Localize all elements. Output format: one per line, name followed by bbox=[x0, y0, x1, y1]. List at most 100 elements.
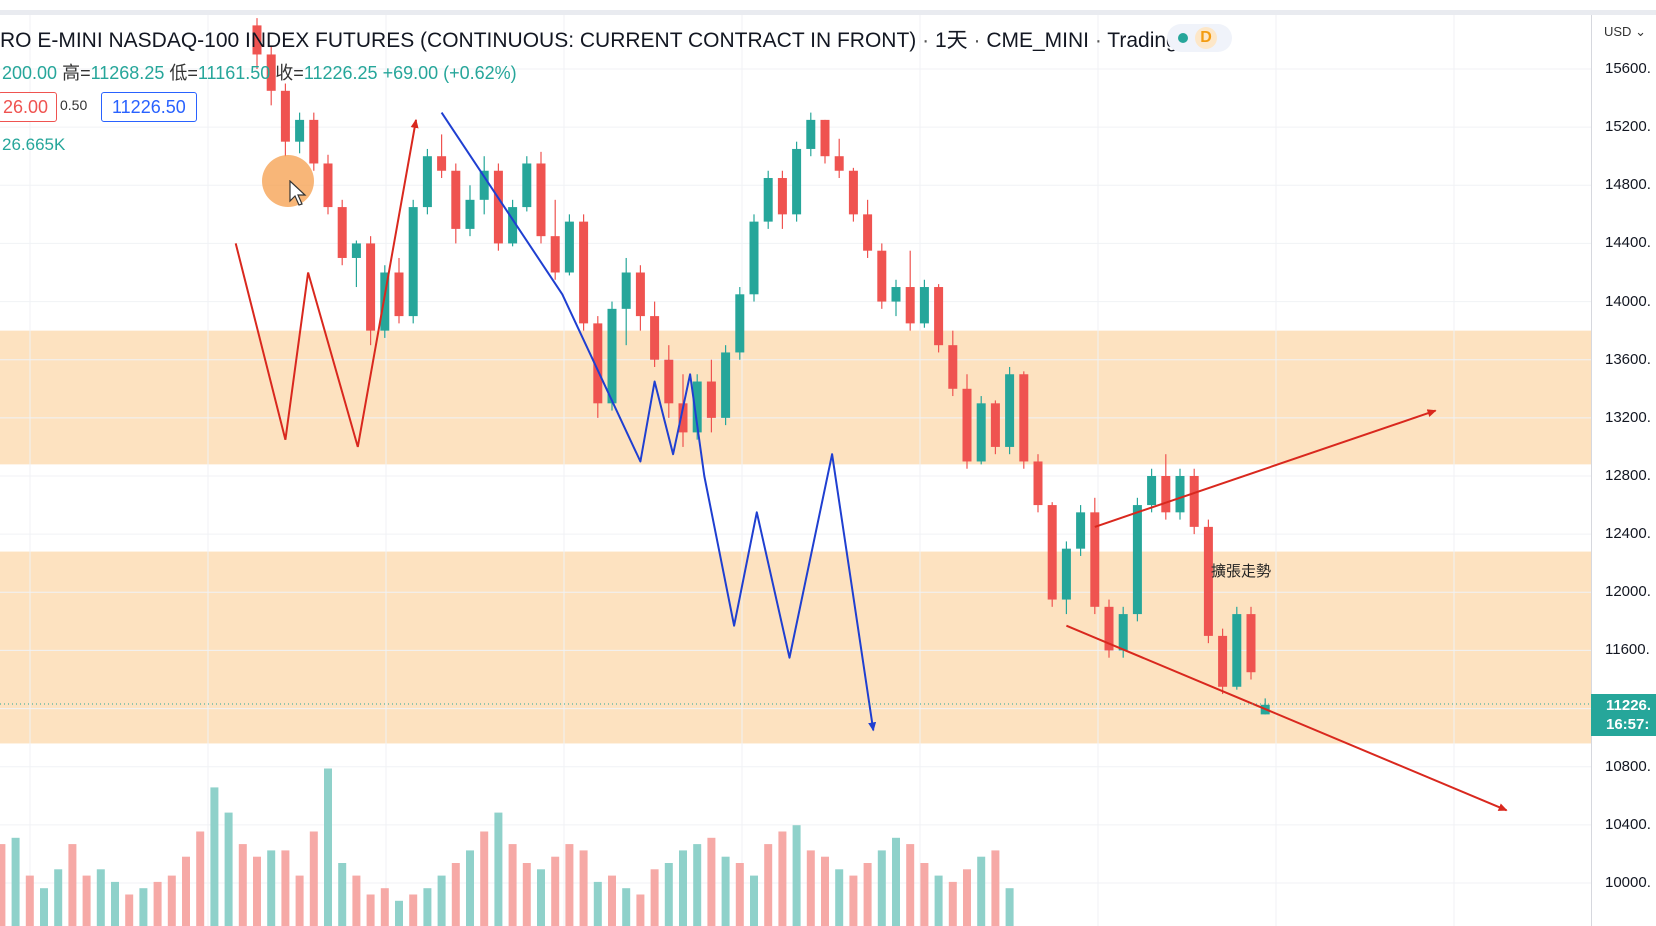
candle-body bbox=[351, 243, 361, 258]
candle[interactable] bbox=[1161, 454, 1171, 520]
candle[interactable] bbox=[863, 199, 873, 258]
candle-body bbox=[493, 170, 503, 244]
candle[interactable] bbox=[465, 185, 475, 237]
candle-body bbox=[749, 221, 759, 295]
candle[interactable] bbox=[607, 301, 617, 411]
volume-bar bbox=[366, 894, 375, 926]
buy-price-button[interactable]: 11226.50 bbox=[101, 92, 197, 122]
candle[interactable] bbox=[934, 284, 944, 353]
candle[interactable] bbox=[564, 214, 574, 276]
red-trend-line[interactable] bbox=[1066, 624, 1508, 812]
candle-body bbox=[522, 163, 532, 208]
candle[interactable] bbox=[834, 138, 844, 179]
candle[interactable] bbox=[1132, 497, 1142, 622]
candle[interactable] bbox=[508, 199, 518, 247]
currency-selector[interactable]: USD ⌄ bbox=[1604, 24, 1646, 40]
candle[interactable] bbox=[763, 170, 773, 229]
candle[interactable] bbox=[820, 119, 830, 164]
candle[interactable] bbox=[536, 151, 546, 244]
delayed-data-badge[interactable]: D bbox=[1195, 27, 1217, 49]
candle[interactable] bbox=[877, 243, 887, 309]
volume-bar bbox=[82, 875, 91, 926]
volume-bar bbox=[25, 875, 34, 926]
candle[interactable] bbox=[777, 170, 787, 229]
candle[interactable] bbox=[1047, 502, 1057, 607]
candle[interactable] bbox=[948, 330, 958, 397]
candle[interactable] bbox=[848, 167, 858, 222]
symbol-title[interactable]: RO E-MINI NASDAQ-100 INDEX FUTURES (CONT… bbox=[0, 29, 917, 52]
candle[interactable] bbox=[962, 374, 972, 469]
interval-label[interactable]: 1天 bbox=[934, 29, 968, 52]
support-resistance-zone[interactable] bbox=[0, 330, 1591, 465]
candle[interactable] bbox=[579, 214, 589, 331]
candle-body bbox=[763, 178, 773, 222]
candle[interactable] bbox=[593, 316, 603, 418]
candle-body bbox=[252, 25, 262, 55]
candle[interactable] bbox=[1104, 599, 1114, 658]
candle[interactable] bbox=[1076, 505, 1086, 556]
candle[interactable] bbox=[1090, 497, 1100, 615]
candle[interactable] bbox=[735, 287, 745, 360]
candle[interactable] bbox=[280, 83, 290, 157]
chart-canvas[interactable] bbox=[0, 0, 1591, 926]
candle[interactable] bbox=[749, 214, 759, 302]
candle[interactable] bbox=[522, 156, 532, 212]
candle[interactable] bbox=[1147, 468, 1157, 513]
symbol-legend[interactable]: RO E-MINI NASDAQ-100 INDEX FUTURES (CONT… bbox=[0, 24, 1223, 54]
candle[interactable] bbox=[1033, 454, 1043, 513]
candle[interactable] bbox=[479, 156, 489, 215]
support-resistance-zone[interactable] bbox=[0, 551, 1591, 744]
candle[interactable] bbox=[1175, 468, 1185, 520]
candle[interactable] bbox=[1005, 366, 1015, 455]
candle[interactable] bbox=[621, 257, 631, 346]
expansion-trend-annotation[interactable]: 擴張走勢 bbox=[1211, 563, 1272, 580]
candle[interactable] bbox=[366, 236, 376, 346]
candle[interactable] bbox=[635, 265, 645, 331]
candle[interactable] bbox=[337, 199, 347, 266]
candle[interactable] bbox=[422, 148, 432, 215]
candle[interactable] bbox=[1232, 606, 1242, 690]
candle[interactable] bbox=[1019, 371, 1029, 469]
candle[interactable] bbox=[252, 18, 262, 69]
red-trend-line[interactable] bbox=[1094, 409, 1437, 528]
candle[interactable] bbox=[792, 141, 802, 222]
close-label: 收= bbox=[275, 63, 304, 83]
candle[interactable] bbox=[721, 345, 731, 426]
candle-body bbox=[422, 156, 432, 208]
candle[interactable] bbox=[891, 279, 901, 317]
candle[interactable] bbox=[550, 199, 560, 280]
price-axis[interactable] bbox=[1591, 15, 1656, 926]
sell-price-button[interactable]: 26.00 bbox=[0, 92, 58, 122]
candle[interactable] bbox=[309, 112, 319, 171]
candle[interactable] bbox=[905, 250, 915, 331]
candle[interactable] bbox=[380, 265, 390, 338]
candle[interactable] bbox=[351, 240, 361, 288]
candle[interactable] bbox=[451, 163, 461, 244]
candle[interactable] bbox=[1203, 519, 1213, 644]
currency-label[interactable]: USD bbox=[1604, 24, 1632, 39]
chevron-down-icon: ⌄ bbox=[1635, 24, 1646, 39]
candle[interactable] bbox=[394, 257, 404, 324]
candle[interactable] bbox=[650, 301, 660, 367]
candle[interactable] bbox=[976, 396, 986, 465]
candle[interactable] bbox=[1246, 606, 1256, 680]
candle[interactable] bbox=[664, 345, 674, 418]
candle[interactable] bbox=[706, 359, 716, 433]
candle[interactable] bbox=[408, 199, 418, 324]
candle[interactable] bbox=[295, 112, 305, 154]
candle[interactable] bbox=[806, 112, 816, 157]
candle[interactable] bbox=[266, 45, 276, 106]
blue-zigzag-line[interactable] bbox=[440, 112, 877, 732]
candle[interactable] bbox=[1061, 541, 1071, 615]
candle[interactable] bbox=[990, 400, 1000, 455]
spread-value: 0.50 bbox=[60, 97, 88, 113]
candle[interactable] bbox=[1189, 468, 1199, 535]
candle[interactable] bbox=[323, 154, 333, 215]
candle[interactable] bbox=[919, 279, 929, 328]
candle[interactable] bbox=[1218, 628, 1228, 695]
volume-bar bbox=[167, 875, 176, 926]
red-trend-line[interactable] bbox=[234, 118, 419, 448]
candle[interactable] bbox=[493, 163, 503, 251]
candle[interactable] bbox=[437, 134, 447, 179]
